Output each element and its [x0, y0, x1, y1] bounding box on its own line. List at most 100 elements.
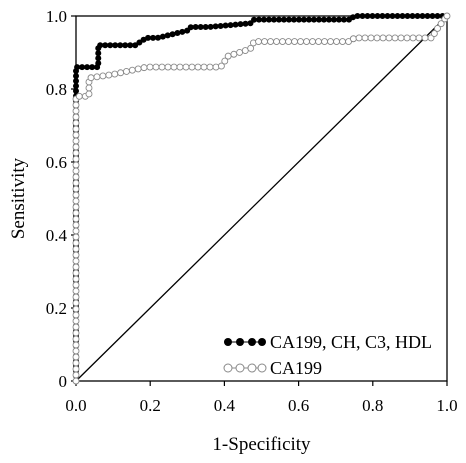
data-point	[72, 359, 80, 367]
data-point	[305, 16, 312, 23]
data-point	[227, 22, 234, 29]
data-point	[72, 113, 80, 121]
data-point	[415, 34, 423, 42]
data-point	[403, 34, 411, 42]
data-point	[140, 64, 148, 72]
x-tick-label: 0.2	[140, 396, 161, 415]
data-point	[134, 65, 142, 73]
legend-marker	[257, 363, 267, 373]
data-point	[72, 317, 80, 325]
data-point	[72, 191, 80, 199]
data-point	[72, 353, 80, 361]
data-point	[285, 16, 292, 23]
data-point	[112, 42, 119, 49]
data-point	[72, 263, 80, 271]
data-point	[200, 63, 208, 71]
data-point	[72, 233, 80, 241]
data-point	[255, 16, 262, 23]
data-point	[72, 377, 80, 385]
data-point	[434, 13, 441, 19]
data-point	[430, 30, 438, 37]
data-point	[349, 14, 356, 21]
data-point	[325, 16, 332, 23]
data-point	[270, 16, 277, 23]
data-point	[389, 13, 396, 19]
data-point	[315, 38, 322, 45]
data-point	[273, 38, 280, 45]
data-point	[247, 44, 255, 52]
data-point	[237, 21, 244, 28]
data-point	[330, 16, 337, 23]
data-point	[188, 63, 196, 71]
data-point	[72, 185, 80, 193]
data-point	[128, 66, 136, 74]
data-point	[261, 38, 268, 45]
data-point	[315, 16, 322, 23]
data-point	[97, 42, 104, 49]
data-point	[72, 329, 80, 337]
data-point	[72, 239, 80, 247]
x-tick-label: 0.6	[288, 396, 309, 415]
data-point	[212, 63, 220, 71]
data-point	[164, 32, 171, 39]
legend: CA199, CH, C3, HDL CA199	[223, 332, 432, 378]
data-point	[73, 83, 79, 89]
data-point	[158, 63, 166, 71]
data-point	[72, 143, 80, 151]
x-tick-label: 0.0	[65, 396, 86, 415]
data-point	[384, 13, 391, 19]
data-point	[72, 209, 80, 217]
data-point	[72, 221, 80, 229]
data-point	[373, 34, 381, 42]
data-point	[339, 38, 346, 45]
data-point	[122, 42, 129, 49]
data-point	[242, 20, 249, 27]
data-point	[93, 73, 101, 81]
data-point	[85, 90, 93, 98]
data-point	[333, 38, 340, 45]
data-point	[359, 13, 366, 19]
data-point	[397, 34, 405, 42]
data-point	[182, 63, 190, 71]
data-point	[374, 13, 381, 19]
data-point	[179, 28, 186, 35]
data-point	[414, 13, 421, 19]
data-point	[85, 84, 93, 92]
data-point	[150, 34, 157, 41]
legend-marker	[247, 363, 257, 373]
data-point	[429, 13, 436, 19]
data-point	[354, 13, 361, 19]
data-point	[230, 50, 238, 58]
data-point	[176, 63, 184, 71]
data-point	[72, 371, 80, 379]
legend-entry: CA199	[223, 358, 322, 378]
data-point	[72, 299, 80, 307]
data-point	[146, 63, 154, 71]
data-point	[280, 16, 287, 23]
data-point	[72, 293, 80, 301]
data-point	[251, 16, 258, 23]
data-point	[320, 16, 327, 23]
data-point	[197, 23, 204, 30]
data-point	[260, 16, 267, 23]
data-point	[73, 73, 79, 79]
legend-marker	[224, 338, 232, 346]
data-point	[95, 60, 102, 67]
data-point	[72, 125, 80, 133]
data-point	[95, 55, 102, 62]
data-point	[72, 275, 80, 283]
data-point	[72, 101, 80, 109]
legend-marker	[236, 338, 244, 346]
x-tick-label: 0.8	[362, 396, 383, 415]
data-point	[285, 38, 292, 45]
data-point	[72, 347, 80, 355]
data-point	[367, 34, 375, 42]
data-point	[265, 16, 272, 23]
data-point	[75, 92, 83, 100]
y-axis-label: Sensitivity	[8, 157, 29, 239]
data-point	[72, 227, 80, 235]
y-tick-label: 0	[59, 372, 68, 391]
legend-marker	[223, 363, 233, 373]
data-point	[409, 13, 416, 19]
data-point	[404, 13, 411, 19]
